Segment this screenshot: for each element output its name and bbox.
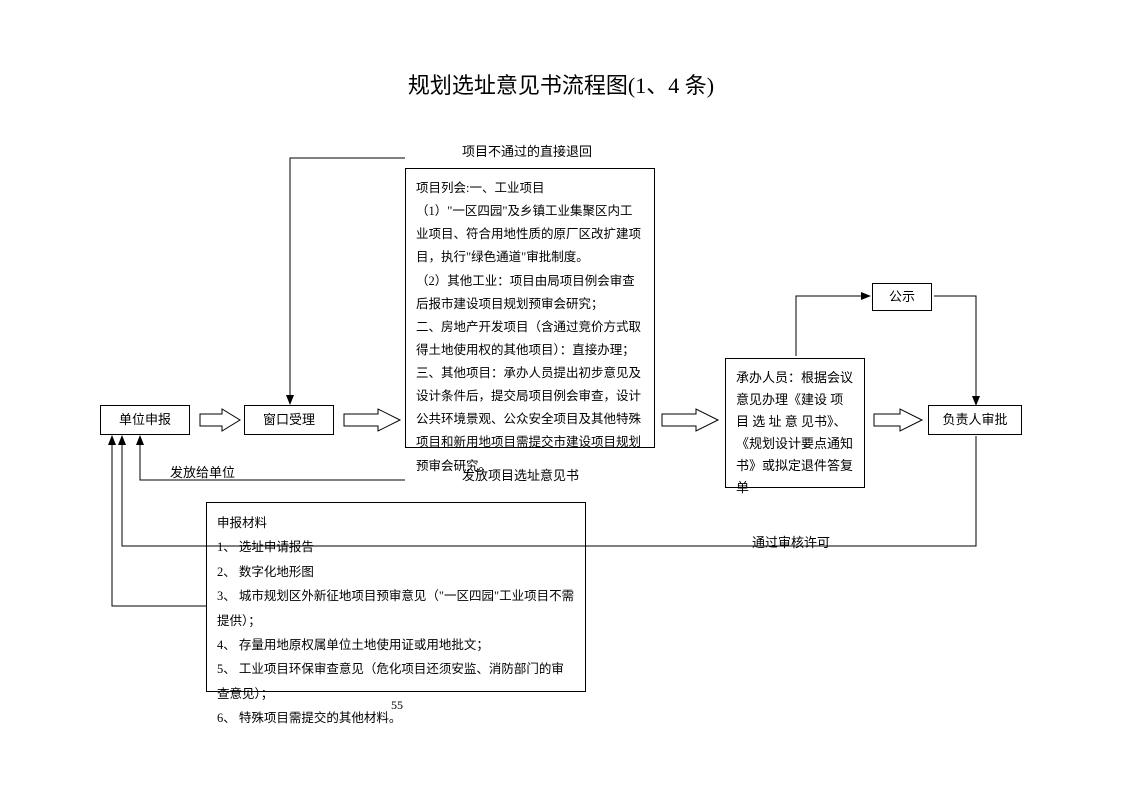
arrow-a1 [200, 409, 240, 431]
node-window-accept: 窗口受理 [244, 405, 334, 435]
arrow-a2 [344, 409, 400, 431]
label-fail-return: 项目不通过的直接退回 [462, 141, 592, 160]
node-publicity-text: 公示 [889, 286, 915, 308]
node-staff-handle: 承办人员：根据会议意见办理《建设 项 目 选 址 意 见书》、《规划设计要点通知… [725, 358, 865, 488]
node-approval-text: 负责人审批 [942, 409, 1007, 431]
node-unit-apply-text: 单位申报 [119, 409, 171, 431]
arrow-a7 [290, 158, 405, 404]
node-unit-apply: 单位申报 [100, 405, 190, 435]
arrow-a5 [796, 296, 870, 356]
arrow-a6 [934, 296, 976, 405]
label-pass-review: 通过审核许可 [752, 532, 830, 551]
node-project-meeting-text: 项目列会:一、工业项目（1）"一区四园"及乡镇工业集聚区内工业项目、符合用地性质… [416, 177, 644, 478]
label-issue-to-unit: 发放给单位 [170, 462, 235, 481]
flowchart-title: 规划选址意见书流程图(1、4 条) [0, 68, 1122, 100]
page-number: 55 [391, 698, 403, 713]
node-publicity: 公示 [872, 283, 932, 311]
label-issue-opinion: 发放项目选址意见书 [462, 465, 579, 484]
node-approval: 负责人审批 [928, 405, 1022, 435]
node-staff-handle-text: 承办人员：根据会议意见办理《建设 项 目 选 址 意 见书》、《规划设计要点通知… [736, 367, 854, 500]
node-window-accept-text: 窗口受理 [263, 409, 315, 431]
arrow-a3 [662, 409, 718, 431]
node-materials: 申报材料1、 选址申请报告2、 数字化地形图3、 城市规划区外新征地项目预审意见… [206, 502, 586, 692]
node-project-meeting: 项目列会:一、工业项目（1）"一区四园"及乡镇工业集聚区内工业项目、符合用地性质… [405, 168, 655, 448]
arrow-a4 [874, 409, 922, 431]
